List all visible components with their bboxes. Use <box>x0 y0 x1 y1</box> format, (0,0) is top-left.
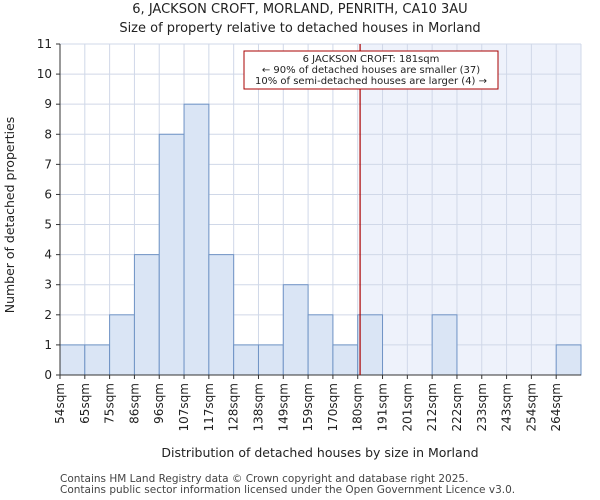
bar <box>109 314 135 376</box>
bar <box>332 344 359 376</box>
bar <box>183 103 210 376</box>
y-tick-label: 4 <box>44 248 52 262</box>
annotation-box <box>243 50 499 90</box>
bar <box>84 344 111 376</box>
y-tick-label: 5 <box>44 218 52 232</box>
x-tick-label: 243sqm <box>500 383 514 431</box>
bar <box>208 254 235 376</box>
x-tick-label: 212sqm <box>425 383 439 431</box>
bar <box>59 344 86 376</box>
chart-subtitle: Size of property relative to detached ho… <box>119 21 480 36</box>
bar <box>357 314 384 376</box>
footer-copyright: Contains HM Land Registry data © Crown c… <box>60 473 469 485</box>
bar <box>133 254 160 376</box>
x-tick-label: 54sqm <box>53 383 67 424</box>
bar <box>555 344 582 376</box>
y-axis-label: Number of detached properties <box>2 117 17 314</box>
x-tick-label: 149sqm <box>276 383 290 431</box>
annotation-line: 6 JACKSON CROFT: 181sqm <box>303 54 440 65</box>
y-tick-label: 2 <box>44 308 52 322</box>
annotation-line: 10% of semi-detached houses are larger (… <box>255 76 487 87</box>
y-tick-label: 11 <box>37 37 52 51</box>
x-tick-label: 201sqm <box>400 383 414 431</box>
plot-area: 0 1 2 3 4 5 6 7 8 9 10 11 54sqm 65sqm 75sqm 86sqm 96sqm 1… <box>37 37 582 431</box>
x-tick-label: 180sqm <box>351 383 365 431</box>
bar <box>282 284 309 376</box>
bar <box>431 314 458 376</box>
chart-title: 6, JACKSON CROFT, MORLAND, PENRITH, CA10… <box>132 2 467 17</box>
x-tick-label: 65sqm <box>78 383 92 424</box>
y-tick-label: 1 <box>44 338 52 352</box>
x-tick-label: 96sqm <box>152 383 166 424</box>
x-tick-label: 170sqm <box>326 383 340 431</box>
x-tick-label: 117sqm <box>202 383 216 431</box>
x-tick-label: 138sqm <box>251 383 265 431</box>
x-tick-label: 254sqm <box>524 383 538 431</box>
bar <box>233 344 259 376</box>
x-tick-label: 159sqm <box>301 383 315 431</box>
x-tick-label: 264sqm <box>549 383 563 431</box>
y-tick-label: 6 <box>44 187 52 201</box>
bar <box>158 133 185 376</box>
annotation-line: ← 90% of detached houses are smaller (37… <box>262 65 480 76</box>
y-tick-label: 10 <box>37 67 52 81</box>
y-tick-label: 9 <box>44 97 52 111</box>
y-tick-label: 8 <box>44 127 52 141</box>
footer-licence: Contains public sector information licen… <box>60 484 516 496</box>
x-tick-label: 222sqm <box>450 383 464 431</box>
bar <box>257 344 284 376</box>
x-tick-label: 191sqm <box>376 383 390 431</box>
bar <box>307 314 334 376</box>
y-tick-label: 0 <box>44 368 52 382</box>
y-tick-label: 7 <box>44 157 52 171</box>
x-tick-label: 233sqm <box>475 383 489 431</box>
y-tick-label: 3 <box>44 278 52 292</box>
highlight-region <box>360 44 581 375</box>
x-axis-label: Distribution of detached houses by size … <box>161 445 478 460</box>
x-tick-label: 107sqm <box>177 383 191 431</box>
x-tick-label: 75sqm <box>103 383 117 424</box>
x-tick-label: 128sqm <box>227 383 241 431</box>
x-tick-label: 86sqm <box>127 383 141 424</box>
